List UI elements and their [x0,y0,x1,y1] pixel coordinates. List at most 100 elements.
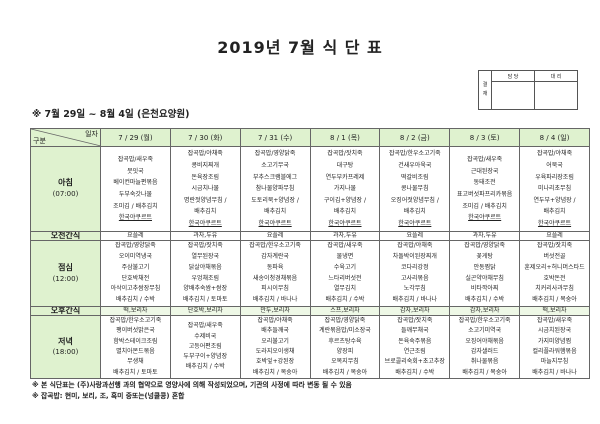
menu-item: 베이컨마늘편볶음 [113,179,158,187]
menu-item: 오징어젓양념무침 / [390,196,439,204]
menu-item: 시금치된장국 [537,327,572,335]
menu-item: 열무된장국 [191,252,220,260]
page-title: 2019년 7월 식 단 표 [217,38,383,57]
menu-item: 아삭이고추쌈장무침 [110,285,161,293]
menu-item: 호박잎+강된장 [256,358,295,366]
menu-item: 무생채 [127,358,144,366]
approval-sign-deputy [534,81,578,110]
approval-label: 결 재 [478,70,492,110]
menu-item: 건새우아욱국 [398,162,432,170]
approval-col-manager: 담 당 [491,70,535,82]
menu-item: 호박돈전 [543,274,566,282]
menu-item: 배추김치 / 수박 [185,363,225,371]
menu-cell: 잡곡밥/잣치죽 버섯전골 훈제오리+허니머스타드 호박돈전 치커리사과무침 배추김치 / … [519,240,590,307]
menu-item: 요플레 [127,232,144,240]
meal-time: (12:00) [52,274,79,283]
menu-item: 구이김+양념장 / [323,196,366,204]
menu-cell: 잡곡밥/새우죽 수제비국 고등어편조림 두부구이+양념장 배추김치 / 수박 [169,315,241,379]
menu-cell: 감자,보리차 [379,306,451,316]
menu-cell: 단호박,보리차 [169,306,241,316]
menu-item: 수제비국 [194,332,217,340]
menu-item: 닭살야채볶음 [188,263,222,271]
menu-item: 느타리버섯전 [328,274,362,282]
menu-item: 안동찜닭 [473,263,496,271]
menu-cell: 잡곡밥/잣치죽 대구탕 연두부카프레제 가지나물 구이김+양념장 / 배추김치 한국야쿠르트 [309,146,381,232]
menu-cell: 잡곡밥/한우소고기죽 건새우아욱국 떡갈비조림 콩나물무침 오징어젓양념무침 / 배추김치… [379,146,451,232]
menu-item: 취나물볶음 [470,358,499,366]
menu-item: 잡곡밥/한우소고기죽 [388,150,441,158]
menu-item: 오이미역냉국 [118,252,152,260]
menu-cell: 스프,보리차 [309,306,381,316]
menu-item: 양장피 [336,348,354,355]
menu-item: 배추김치 / 복숭아 [322,368,368,376]
menu-item: 우육파리장조림 [535,173,574,181]
date-range-subtitle: ※ 7월 29일 ~ 8월 4일 (은천요양원) [32,109,190,120]
menu-item: 잡곡밥/새우죽 [117,156,153,164]
menu-cell: 잡곡밥/야채죽 콩비지찌개 돈육장조림 시금치나물 명란젓양념무침 / 배추김치 한국야쿠르… [169,146,241,232]
menu-item: 배추김치 / 수박 [325,296,365,304]
meal-row: 저녁 (18:00) 잡곡밥/한우소고기죽 팽이버섯맑은국 함박스테이크조림 멸치아몬드볶… [30,315,590,379]
day-header: 7 / 29 (월) [100,128,171,147]
meal-row: 아침 (07:00) 잡곡밥/새우죽 뭇잇국 베이컨마늘편볶음 두부숙갓나물 조미김 / 배… [30,146,590,232]
menu-item: 배추김치 / 토마토 [113,368,158,376]
menu-item: 감자,보리차 [400,307,430,315]
menu-item: 컬리플라워햄볶음 [532,348,577,355]
menu-item: 한국야쿠르트 [398,219,432,227]
menu-item: 동파육 [266,263,284,271]
menu-item: 주삼불고기 [121,263,150,271]
menu-item: 잡곡밥/야채죽 [187,150,223,158]
menu-item: 배추김치 / 바나나 [392,296,438,304]
menu-item: 도토리묵+양념장 / [251,196,299,204]
menu-item: 두부숙갓나물 [118,191,152,198]
meal-name: 아침 [58,178,73,188]
menu-cell: 잡곡밥/영양닭죽 오이미역냉국 주삼불고기 단호박채전 아삭이고추쌈장무침 배추김치 / … [100,240,171,307]
menu-item: 한국야쿠르트 [258,219,292,227]
menu-item: 만두,보리차 [260,307,290,315]
approval-box: 결 재 담 당 대 리 [478,70,578,110]
menu-item: 과자,두유 [472,232,497,240]
menu-cell: 만두,보리차 [239,306,311,316]
header-row: 일자 구분 7 / 29 (월) 7 / 30 (화) 7 / 31 (수) 8 / … [30,128,590,147]
menu-cell: 잡곡밥/잣치죽 들깨무채국 돈육숙주볶음 연근조림 브로콜리숙회+초고추장 배추김치 / … [379,315,451,379]
menu-cell: 잡곡밥/새우죽 뭇잇국 베이컨마늘편볶음 두부숙갓나물 조미김 / 배추김치 한국야쿠르트 [100,146,171,232]
menu-item: 배추김치 / 수박 [115,296,155,304]
menu-item: 피시이무침 [261,285,289,293]
menu-item: 함박스테이크조림 [113,337,158,345]
day-header: 8 / 4 (일) [519,128,590,147]
menu-item: 단호박채전 [121,274,150,282]
menu-item: 실곤약야채무침 [465,274,504,282]
corner-date-label: 일자 [85,130,98,138]
menu-item: 잡곡밥/잣치죽 [397,317,433,325]
menu-item: 배추김치 / 바나나 [252,296,298,304]
day-header: 7 / 31 (수) [239,128,311,147]
menu-item: 소고기미역국 [468,327,502,335]
menu-item: 한국야쿠르트 [328,219,362,227]
menu-item: 배추김치 [403,208,426,216]
menu-item: 표고버섯파프리카볶음 [457,191,513,198]
meal-name: 오후간식 [50,306,81,315]
menu-item: 배추김치 / 복숭아 [252,368,298,376]
menu-item: 브로콜리숙회+초고추장 [384,358,445,366]
menu-item: 잡곡밥/잣치죽 [536,242,573,250]
menu-cell: 과자,두유 [169,231,241,241]
menu-item: 물냉면 [336,252,354,260]
menu-item: 대구탕 [336,162,354,170]
menu-item: 잡곡밥/야채죽 [397,242,433,250]
menu-item: 잡곡밥/영양닭죽 [254,150,296,158]
meal-time: (18:00) [52,348,79,356]
menu-item: 팽이버섯맑은국 [116,327,155,335]
menu-item: 과자,두유 [332,232,357,240]
menu-cell: 잡곡밥/야채죽 어묵국 우육파리장조림 미나리초무침 연두부+양념장 / 배추김치 한국야쿠… [519,146,590,232]
menu-item: 조미김 / 배추김치 [462,202,507,210]
menu-item: 잡곡밥/한우소고기죽 [109,317,162,325]
menu-item: 잡곡밥/야채죽 [257,317,293,325]
menu-item: 조미김 / 배추김치 [113,202,158,210]
menu-item: 한국야쿠르트 [468,214,502,222]
menu-item: 양배추숙쌈+쌈장 [183,285,228,293]
menu-item: 참나물양파무침 [255,185,295,193]
menu-item: 잡곡밥/새우죽 [327,242,363,250]
day-header: 8 / 1 (목) [309,128,381,147]
menu-item: 오목지무침 [331,358,359,366]
menu-item: 소고기무국 [261,162,289,170]
menu-item: 후르츠탕수육 [328,337,362,345]
